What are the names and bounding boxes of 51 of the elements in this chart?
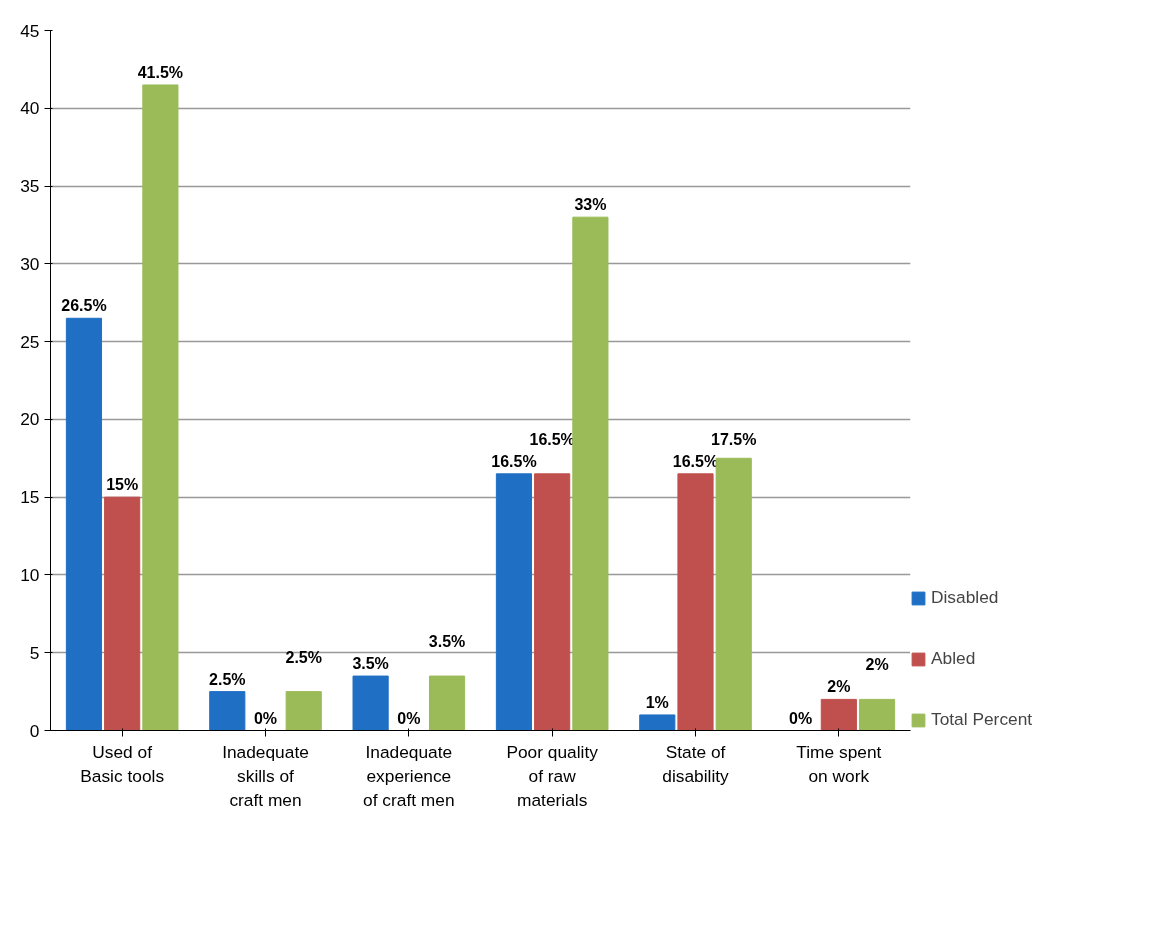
bar — [639, 714, 676, 731]
legend-label: Disabled — [931, 587, 1000, 608]
data-label: 15% — [106, 476, 139, 494]
bar — [495, 473, 533, 731]
data-label: 2.5% — [209, 670, 246, 688]
y-tick-label: 10 — [20, 564, 40, 585]
data-label: 0% — [397, 709, 421, 727]
x-tick-label: Inadequate experience of craft men — [363, 741, 455, 810]
data-label: 26.5% — [61, 297, 107, 315]
y-tick-label: 20 — [20, 409, 40, 430]
y-tick-label: 40 — [20, 98, 40, 119]
data-label: 2% — [827, 678, 851, 696]
bar — [65, 317, 103, 731]
data-label: 1% — [645, 693, 669, 711]
legend-label: Abled — [931, 648, 977, 669]
y-tick-label: 30 — [20, 253, 40, 274]
bar — [715, 457, 752, 731]
data-label: 17.5% — [711, 430, 757, 448]
data-label: 3.5% — [428, 633, 466, 651]
bar — [352, 675, 389, 731]
data-label: 16.5% — [491, 452, 537, 470]
legend-label: Total Percent — [931, 709, 1033, 730]
bar — [142, 84, 179, 731]
y-tick-label: 35 — [20, 176, 40, 197]
bar — [534, 473, 571, 731]
bar — [858, 698, 896, 731]
data-label: 2% — [865, 656, 889, 674]
data-label: 41.5% — [137, 63, 184, 81]
bar — [285, 691, 322, 731]
y-tick-label: 5 — [29, 642, 40, 663]
y-tick-label: 45 — [20, 20, 40, 41]
data-label: 3.5% — [352, 655, 389, 673]
bar — [428, 675, 466, 731]
y-tick-label: 0 — [29, 720, 40, 741]
data-label: 2.5% — [285, 648, 322, 666]
data-label: 0% — [789, 709, 813, 727]
data-label: 0% — [253, 709, 278, 727]
bar — [820, 698, 857, 731]
y-tick-label: 15 — [20, 487, 40, 508]
x-tick-label: Inadequate skills of craft men — [222, 741, 309, 810]
bar — [104, 496, 141, 731]
data-label: 33% — [574, 196, 607, 214]
bar — [572, 216, 609, 731]
bar — [209, 691, 246, 731]
data-label: 16.5% — [529, 430, 575, 448]
bar — [677, 473, 714, 731]
y-tick-label: 25 — [20, 331, 40, 352]
x-tick-label: Time spent on work — [796, 741, 882, 786]
x-tick-label: State of disability — [662, 741, 730, 786]
x-tick-label: Poor quality of raw materials — [506, 741, 599, 810]
x-tick-label: Used of Basic tools — [80, 741, 165, 786]
